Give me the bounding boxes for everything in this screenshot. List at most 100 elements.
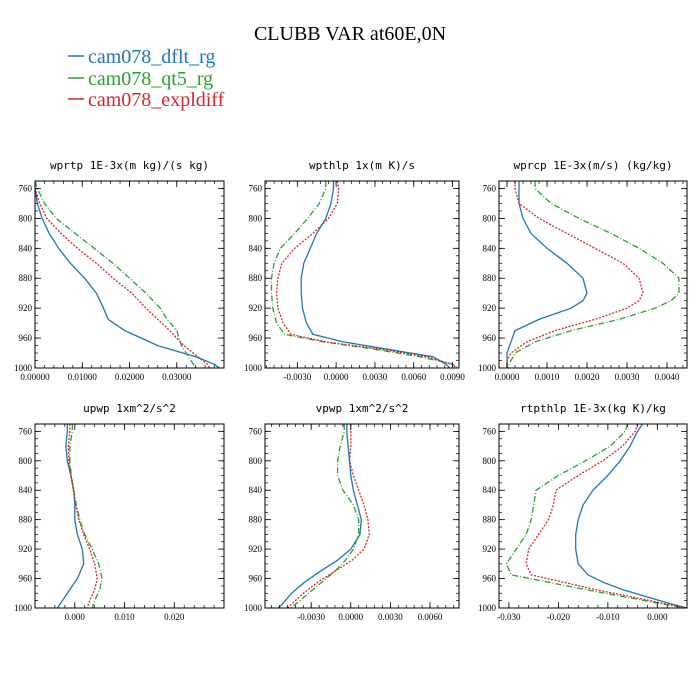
series-line-cam078_dflt_rg <box>300 181 451 368</box>
y-tick-label: 960 <box>19 574 33 584</box>
figure-title: CLUBB VAR at60E,0N <box>254 23 446 45</box>
plot-frame <box>34 180 225 369</box>
series-line-cam078_qt5_rg <box>35 181 197 368</box>
x-tick-label: 0.010 <box>114 612 135 622</box>
x-tick-label: 0.0040 <box>655 372 680 382</box>
x-tick-label: 0.0060 <box>418 612 443 622</box>
x-tick-label: 0.0000 <box>324 372 349 382</box>
y-tick-label: 800 <box>19 213 33 223</box>
y-tick-label: 800 <box>19 456 33 466</box>
y-tick-label: 800 <box>249 213 263 223</box>
y-tick-label: 840 <box>249 485 263 495</box>
x-tick-label: 0.0020 <box>575 372 600 382</box>
panel-title: wprcp 1E-3x(m/s) (kg/kg) <box>514 159 673 172</box>
y-tick-label: 1000 <box>14 363 33 373</box>
y-tick-label: 920 <box>249 544 263 554</box>
x-tick-label: 0.0030 <box>378 612 403 622</box>
series-line-cam078_expldiff <box>286 424 370 608</box>
x-tick-label: 0.0030 <box>363 372 388 382</box>
y-tick-label: 1000 <box>244 363 263 373</box>
series-line-cam078_expldiff <box>506 181 644 368</box>
x-tick-label: 0.02000 <box>115 372 145 382</box>
panel-4: upwp 1xm^2/s^2 0.000 0.010 0.020 760 800 840 88… <box>14 402 225 622</box>
y-tick-label: 840 <box>19 243 33 253</box>
panel-title: wpthlp 1x(m K)/s <box>309 159 415 172</box>
series-line-cam078_expldiff <box>67 424 98 608</box>
y-tick-label: 760 <box>19 183 33 193</box>
y-tick-label: 840 <box>483 243 497 253</box>
y-tick-label: 960 <box>483 333 497 343</box>
y-tick-label: 880 <box>249 273 263 283</box>
panel-title: wprtp 1E-3x(m kg)/(s kg) <box>50 159 209 172</box>
panel-1: wprtp 1E-3x(m kg)/(s kg) 0.00000 0.01000 0.… <box>14 159 225 382</box>
y-tick-label: 760 <box>483 426 497 436</box>
x-tick-label: 0.0000 <box>495 372 520 382</box>
y-tick-label: 800 <box>483 213 497 223</box>
series-line-cam078_qt5_rg <box>69 424 103 608</box>
y-tick-label: 1000 <box>14 603 33 613</box>
panel-6: rtpthlp 1E-3x(kg K)/kg -0.030 -0.020 -0.010… <box>478 402 688 622</box>
series-line-cam078_qt5_rg <box>506 181 680 368</box>
plot-frame <box>498 423 688 609</box>
panel-3: wprcp 1E-3x(m/s) (kg/kg) 0.0000 0.0010 0.00… <box>478 159 688 382</box>
x-tick-label: -0.0030 <box>297 612 325 622</box>
panel-2: wpthlp 1x(m K)/s -0.0030 0.0000 0.0030 0.006… <box>244 159 465 382</box>
y-tick-label: 760 <box>249 183 263 193</box>
series-line-cam078_expldiff <box>275 181 457 368</box>
y-tick-label: 1000 <box>478 363 497 373</box>
x-tick-label: -0.020 <box>547 612 571 622</box>
x-tick-label: 0.00000 <box>20 372 50 382</box>
x-tick-label: 0.0010 <box>535 372 560 382</box>
y-tick-label: 840 <box>249 243 263 253</box>
x-tick-label: 0.0060 <box>401 372 426 382</box>
series-line-cam078_dflt_rg <box>575 424 687 608</box>
y-tick-label: 760 <box>483 183 497 193</box>
panel-5: vpwp 1xm^2/s^2 -0.0030 0.0000 0.0030 0.0060 7… <box>244 402 460 622</box>
x-tick-label: -0.010 <box>596 612 620 622</box>
y-tick-label: 840 <box>483 485 497 495</box>
y-tick-label: 880 <box>483 273 497 283</box>
legend-label-qt5: cam078_qt5_rg <box>88 68 213 90</box>
plot-frame <box>264 423 460 609</box>
y-tick-label: 920 <box>483 544 497 554</box>
panel-title: vpwp 1xm^2/s^2 <box>316 402 409 415</box>
series-line-cam078_expldiff <box>525 424 687 608</box>
x-tick-label: 0.020 <box>164 612 185 622</box>
y-tick-label: 920 <box>483 303 497 313</box>
x-tick-label: -0.0030 <box>283 372 311 382</box>
y-tick-label: 880 <box>19 273 33 283</box>
y-tick-label: 880 <box>19 515 33 525</box>
series-line-cam078_dflt_rg <box>35 181 220 368</box>
x-tick-label: 0.03000 <box>162 372 192 382</box>
series-line-cam078_expldiff <box>35 181 211 368</box>
legend-entry: cam078_dflt_rg <box>68 46 215 68</box>
y-tick-label: 800 <box>249 456 263 466</box>
series-line-cam078_dflt_rg <box>506 181 588 368</box>
y-tick-label: 880 <box>483 515 497 525</box>
series-line-cam078_dflt_rg <box>277 424 362 608</box>
x-tick-label: 0.01000 <box>68 372 98 382</box>
y-tick-label: 760 <box>249 426 263 436</box>
y-tick-label: 760 <box>19 426 33 436</box>
y-tick-label: 880 <box>249 515 263 525</box>
x-tick-label: 0.000 <box>65 612 86 622</box>
x-tick-label: -0.030 <box>497 612 521 622</box>
x-tick-label: 0.000 <box>647 612 668 622</box>
legend-entry: cam078_qt5_rg <box>68 68 213 90</box>
y-tick-label: 960 <box>249 574 263 584</box>
y-tick-label: 920 <box>19 303 33 313</box>
panels-grid: wprtp 1E-3x(m kg)/(s kg) 0.00000 0.01000 0.… <box>14 159 688 622</box>
y-tick-label: 1000 <box>478 603 497 613</box>
y-tick-label: 960 <box>19 333 33 343</box>
series-line-cam078_dflt_rg <box>56 424 85 608</box>
plot-frame <box>498 180 688 369</box>
y-tick-label: 840 <box>19 485 33 495</box>
y-tick-label: 800 <box>483 456 497 466</box>
legend-entry: cam078_expldiff <box>68 89 225 111</box>
legend: cam078_dflt_rg cam078_qt5_rg cam078_expl… <box>68 46 225 111</box>
x-tick-label: 0.0000 <box>338 612 363 622</box>
y-tick-label: 920 <box>19 544 33 554</box>
x-tick-label: 0.0030 <box>615 372 640 382</box>
plot-frame <box>34 423 225 609</box>
